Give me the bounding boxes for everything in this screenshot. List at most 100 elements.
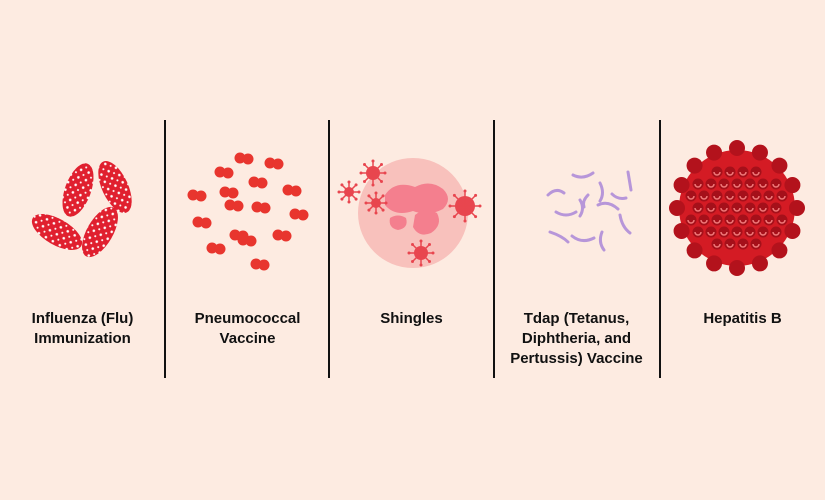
shape: [776, 190, 788, 202]
shape: [770, 202, 782, 214]
shape: [707, 231, 715, 236]
shape: [784, 222, 801, 239]
shape: [737, 166, 749, 178]
shape: [214, 243, 226, 255]
shape: [224, 199, 236, 211]
shape: [685, 214, 697, 226]
shape: [771, 242, 788, 259]
shape: [379, 163, 383, 167]
shape: [272, 229, 284, 241]
item-label: Hepatitis B: [660, 309, 825, 329]
shape: [258, 259, 270, 271]
shape: [752, 219, 760, 224]
shape: [384, 201, 388, 205]
shape: [452, 193, 456, 197]
shape: [256, 177, 268, 189]
shape: [711, 190, 723, 202]
shape: [726, 171, 734, 176]
shape: [411, 243, 422, 254]
shape: [227, 187, 239, 199]
shape: [427, 243, 431, 247]
shape: [359, 171, 363, 175]
shape: [340, 197, 344, 201]
shape: [759, 183, 767, 188]
shape: [206, 242, 218, 254]
shape: [733, 183, 741, 188]
shape: [784, 177, 801, 194]
shape: [752, 195, 760, 200]
shape: [368, 202, 377, 211]
shape: [706, 255, 723, 272]
shape: [759, 231, 767, 236]
shape: [371, 159, 375, 163]
shape: [744, 202, 756, 214]
shape: [711, 238, 723, 250]
shape: [746, 183, 754, 188]
shape: [237, 230, 249, 242]
item-label: Shingles: [329, 309, 494, 329]
shape: [348, 191, 357, 200]
shape: [347, 180, 351, 184]
shape: [687, 219, 695, 224]
hepatitis-b-icon: [669, 140, 805, 276]
shape: [248, 176, 260, 188]
shape: [765, 219, 773, 224]
shape: [411, 259, 415, 263]
shape: [337, 190, 341, 194]
shape: [718, 202, 730, 214]
shape: [739, 171, 747, 176]
shape: [234, 152, 246, 164]
shape: [381, 208, 385, 212]
shape: [374, 191, 378, 195]
shape: [713, 243, 721, 248]
shape: [726, 195, 734, 200]
shape: [372, 163, 383, 174]
shape: [245, 235, 257, 247]
shape: [368, 195, 377, 204]
shape: [347, 200, 351, 204]
shape: [411, 243, 415, 247]
label-line: Vaccine: [219, 330, 276, 347]
shape: [726, 219, 734, 224]
shape: [737, 214, 749, 226]
shape: [729, 260, 745, 276]
shape: [453, 194, 466, 207]
shape: [229, 229, 241, 241]
shape: [463, 189, 467, 193]
shape: [765, 195, 773, 200]
shape: [750, 214, 762, 226]
shape: [453, 205, 466, 218]
shape: [751, 144, 768, 161]
shape: [772, 231, 780, 236]
shape: [770, 226, 782, 238]
shape: [375, 202, 384, 211]
shape: [363, 163, 374, 174]
label-line: Pneumococcal: [194, 310, 301, 327]
shape: [341, 184, 350, 193]
shape: [687, 195, 695, 200]
shape: [750, 190, 762, 202]
shape: [789, 200, 805, 216]
shape: [778, 219, 786, 224]
shape: [420, 243, 431, 254]
shape: [363, 172, 374, 183]
shape: [776, 214, 788, 226]
shape: [711, 166, 723, 178]
shape: [729, 140, 745, 156]
shape: [713, 171, 721, 176]
shape: [232, 200, 244, 212]
shape: [731, 202, 743, 214]
label-line: Immunization: [34, 330, 131, 347]
shape: [731, 226, 743, 238]
shape: [772, 183, 780, 188]
shape: [219, 186, 231, 198]
shape: [770, 178, 782, 190]
shape: [367, 194, 371, 198]
shape: [718, 226, 730, 238]
shape: [778, 195, 786, 200]
shape: [259, 202, 271, 214]
shape: [354, 183, 358, 187]
dividers: [164, 120, 661, 378]
shape: [733, 231, 741, 236]
item-label: Influenza (Flu) Immunization: [0, 309, 165, 349]
